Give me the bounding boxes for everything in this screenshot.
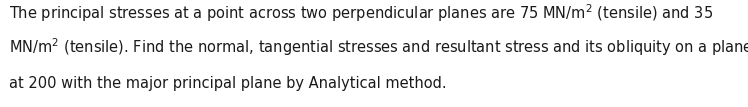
- Text: The principal stresses at a point across two perpendicular planes are 75 MN/m$^{: The principal stresses at a point across…: [9, 3, 713, 24]
- Text: at 200 with the major principal plane by Analytical method.: at 200 with the major principal plane by…: [9, 76, 447, 91]
- Text: MN/m$^{2}$ (tensile). Find the normal, tangential stresses and resultant stress : MN/m$^{2}$ (tensile). Find the normal, t…: [9, 37, 748, 59]
